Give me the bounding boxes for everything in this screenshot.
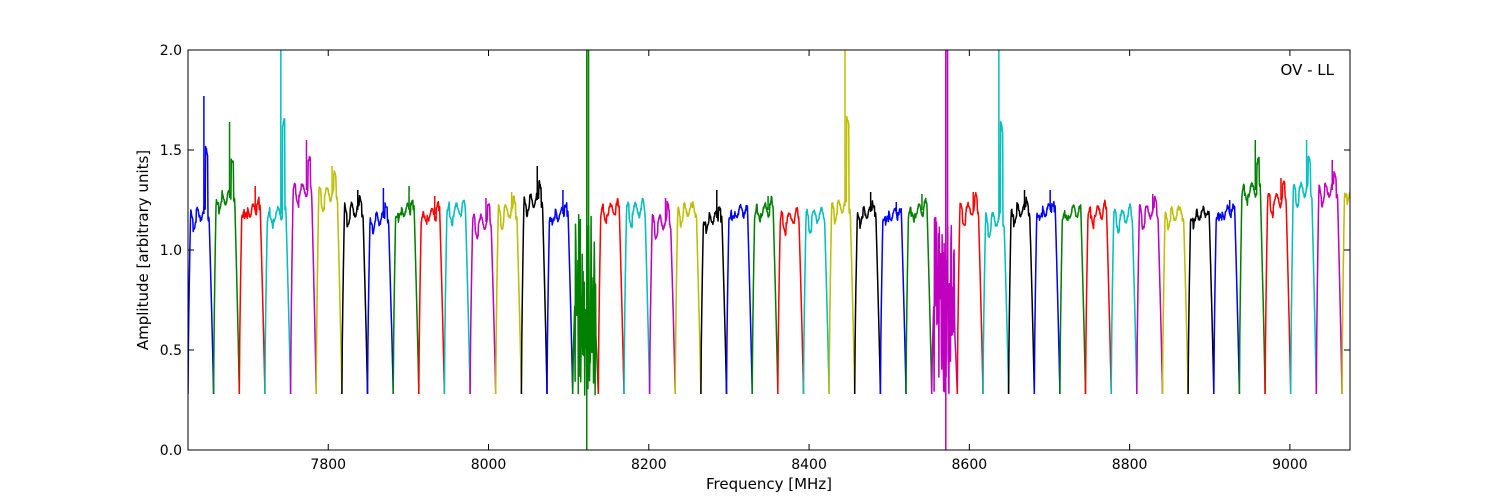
series-line [1033, 200, 1061, 395]
series-line [982, 121, 1010, 395]
series-line [1161, 205, 1189, 395]
series-line [520, 179, 548, 395]
series-line [1213, 203, 1241, 395]
series-line [212, 158, 241, 395]
series-layer [188, 50, 1350, 450]
y-axis-title: Amplitude [arbitrary units] [134, 150, 152, 350]
y-tick-label: 1.0 [160, 243, 182, 259]
x-tick-label: 8800 [1112, 457, 1148, 473]
series-line [469, 203, 497, 395]
series-line [188, 145, 215, 395]
y-tick-label: 1.5 [160, 143, 182, 159]
series-line [264, 118, 292, 395]
series-line [1136, 195, 1164, 395]
plot-background [188, 50, 1350, 450]
series-line [751, 195, 779, 395]
series-line [366, 202, 394, 395]
y-tick-label: 2.0 [160, 43, 182, 59]
series-line [956, 192, 984, 395]
series-line [802, 206, 830, 395]
series-line [1238, 156, 1266, 395]
series-line [1315, 171, 1343, 395]
series-line [879, 207, 907, 395]
series-line [341, 195, 369, 395]
axis-ticks: 7800 8000 8200 8400 8600 8800 9000 0.0 0.5 1.0 1.5… [160, 43, 1350, 473]
series-line [1187, 205, 1215, 395]
series-line [623, 197, 651, 395]
series-line [494, 195, 523, 395]
x-tick-label: 8600 [952, 457, 988, 473]
series-line [725, 203, 753, 395]
y-tick-label: 0.5 [160, 343, 182, 359]
series-line [648, 200, 676, 395]
series-line [1084, 199, 1112, 395]
series-line [392, 199, 420, 395]
series-line [571, 214, 600, 396]
series-line [777, 207, 805, 395]
series-line [853, 200, 882, 395]
series-line [700, 206, 728, 395]
series-line [905, 197, 933, 395]
series-line [238, 196, 266, 395]
series-line [1264, 180, 1292, 395]
series-line [1059, 204, 1087, 395]
x-tick-label: 9000 [1272, 457, 1308, 473]
series-line [674, 201, 702, 395]
x-tick-label: 8000 [471, 457, 507, 473]
x-tick-label: 8400 [791, 457, 827, 473]
series-line [315, 170, 343, 395]
series-line [597, 197, 625, 395]
y-tick-label: 0.0 [160, 443, 182, 459]
x-axis-title: Frequency [MHz] [706, 475, 832, 493]
series-line [1341, 183, 1350, 395]
x-tick-label: 7800 [310, 457, 346, 473]
series-line [1289, 155, 1318, 395]
chart-annotation: OV - LL [1281, 61, 1335, 79]
x-tick-label: 8200 [631, 457, 667, 473]
series-line [443, 199, 471, 395]
series-line [930, 216, 959, 395]
series-line [828, 115, 856, 395]
series-line [1110, 203, 1138, 395]
series-line [546, 201, 574, 395]
series-line [289, 156, 317, 395]
series-line [418, 200, 446, 395]
series-line [1007, 196, 1036, 395]
